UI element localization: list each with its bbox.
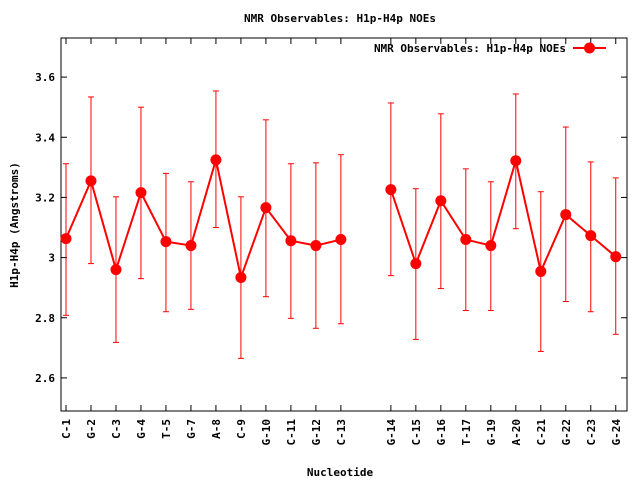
x-tick-label: G-19 bbox=[485, 419, 498, 446]
data-point bbox=[410, 258, 422, 270]
data-point bbox=[135, 187, 147, 199]
data-point bbox=[535, 265, 547, 277]
x-tick-label: G-16 bbox=[435, 419, 448, 446]
y-tick-label: 3.6 bbox=[35, 71, 55, 84]
data-point bbox=[610, 251, 622, 263]
data-point bbox=[585, 230, 597, 242]
x-tick-label: G-7 bbox=[185, 419, 198, 439]
legend: NMR Observables: H1p-H4p NOEs bbox=[374, 42, 606, 55]
x-tick-label: G-2 bbox=[85, 419, 98, 439]
x-tick-label: T-17 bbox=[460, 419, 473, 446]
data-point bbox=[460, 234, 472, 246]
data-point bbox=[485, 240, 497, 252]
x-tick-label: C-11 bbox=[285, 419, 298, 446]
x-tick-label: A-20 bbox=[510, 419, 523, 446]
y-tick-label: 3.2 bbox=[35, 191, 55, 204]
y-tick-label: 3 bbox=[48, 252, 55, 265]
data-point bbox=[210, 154, 222, 166]
x-tick-label: C-9 bbox=[235, 419, 248, 439]
plot-frame bbox=[60, 37, 628, 412]
x-tick-label: G-10 bbox=[260, 419, 273, 446]
data-point bbox=[160, 236, 172, 248]
x-tick-label: C-21 bbox=[535, 419, 548, 446]
x-tick-label: C-3 bbox=[110, 419, 123, 439]
data-point bbox=[435, 195, 447, 207]
data-point bbox=[385, 184, 397, 196]
x-tick-label: C-1 bbox=[60, 419, 73, 439]
data-point bbox=[285, 235, 297, 247]
series-line bbox=[389, 156, 617, 275]
x-tick-label: C-15 bbox=[410, 419, 423, 446]
data-point bbox=[110, 264, 122, 276]
data-point bbox=[560, 209, 572, 221]
y-tick-label: 2.6 bbox=[35, 372, 55, 385]
legend-marker-swatch bbox=[584, 42, 595, 54]
data-point bbox=[260, 202, 272, 214]
x-tick-label: G-4 bbox=[135, 419, 148, 439]
x-axis-label: Nucleotide bbox=[307, 466, 374, 479]
x-tick-label: C-13 bbox=[335, 419, 348, 446]
data-point bbox=[335, 234, 347, 246]
y-axis-label: H1p-H4p (Angstroms) bbox=[8, 162, 21, 288]
x-tick-label: G-14 bbox=[385, 419, 398, 446]
data-point bbox=[235, 271, 247, 283]
legend-label: NMR Observables: H1p-H4p NOEs bbox=[374, 42, 566, 55]
chart-title: NMR Observables: H1p-H4p NOEs bbox=[244, 12, 436, 25]
x-tick-label: C-23 bbox=[585, 419, 598, 446]
x-tick-label: G-24 bbox=[610, 419, 623, 446]
y-tick-label: 2.8 bbox=[35, 312, 55, 325]
data-point bbox=[60, 233, 72, 245]
data-point bbox=[85, 175, 97, 187]
series-line bbox=[65, 159, 342, 282]
x-tick-label: T-5 bbox=[160, 419, 173, 439]
x-tick-label: A-8 bbox=[210, 419, 223, 439]
axes: 2.6 2.8 3 3.2 3.4 3.6 C-1 G-2 C-3 G-4 T-5 G-7 A-8 C-9… bbox=[35, 38, 627, 446]
data-point bbox=[185, 240, 197, 252]
y-tick-label: 3.4 bbox=[35, 131, 55, 144]
data-marks bbox=[60, 90, 622, 359]
data-point bbox=[310, 240, 322, 252]
x-tick-label: G-22 bbox=[560, 419, 573, 446]
x-tick-label: G-12 bbox=[310, 419, 323, 446]
data-point bbox=[510, 155, 522, 167]
